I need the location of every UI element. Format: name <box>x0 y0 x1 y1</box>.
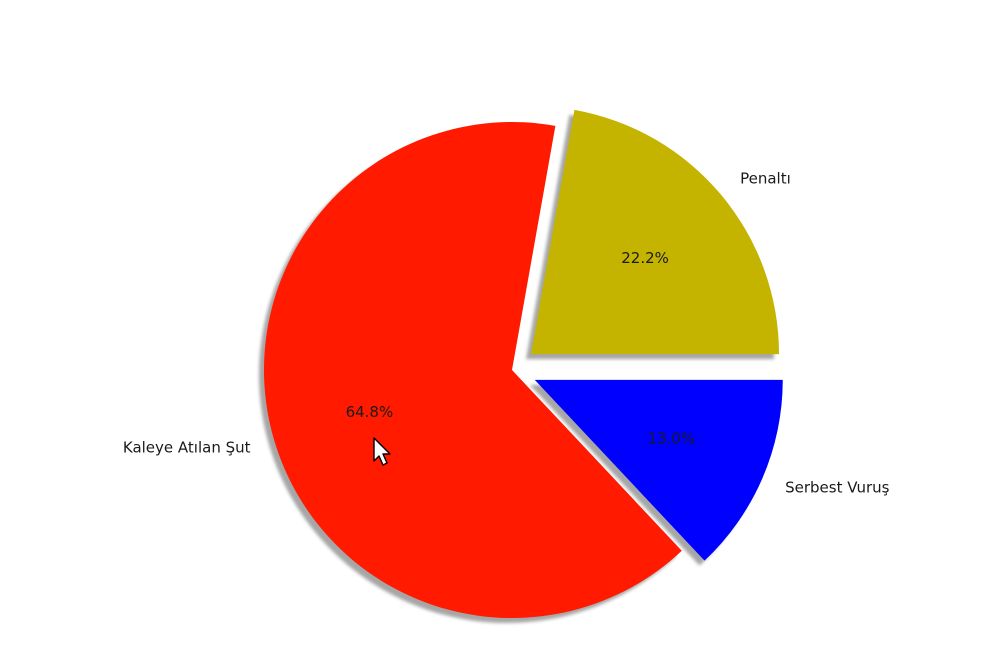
slice-label-kaleye-atilan-sut: Kaleye Atılan Şut <box>123 438 251 456</box>
slice-label-serbest-vurus: Serbest Vuruş <box>785 479 890 497</box>
pie-slice-layer <box>263 109 783 619</box>
pie-label-layer: Penaltı 22.2% Kaleye Atılan Şut 64.8% Serbes… <box>123 169 890 496</box>
slice-percent-penalti: 22.2% <box>621 249 669 267</box>
slice-label-penalti: Penaltı <box>740 169 791 187</box>
pie-slice-serbest-vurus <box>534 379 783 561</box>
slice-percent-serbest-vurus: 13.0% <box>647 429 695 447</box>
slice-percent-kaleye-atilan-sut: 64.8% <box>346 403 394 421</box>
pie-slice-penalti <box>531 109 780 355</box>
pie-slice-kaleye-atilan-sut <box>263 122 682 619</box>
